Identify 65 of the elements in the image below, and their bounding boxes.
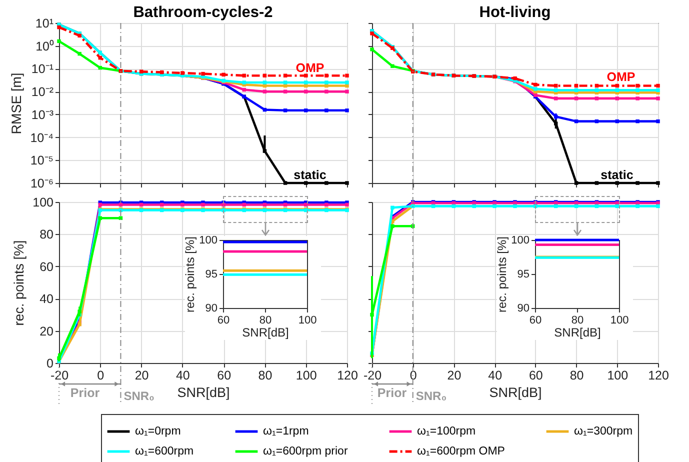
x-tick-label: 20 — [134, 368, 149, 382]
x-axis-title: SNR[dB] — [242, 326, 289, 340]
y-axis-title: rec. points [%] — [183, 236, 198, 313]
y-tick-label: 10⁻⁶ — [30, 176, 54, 190]
x-tick-label: 60 — [528, 368, 543, 382]
x-tick-label: 0 — [410, 368, 417, 382]
y-tick-label: 10⁰ — [36, 39, 54, 54]
y-tick-label: 60 — [40, 260, 54, 274]
x-tick-label: 80 — [259, 314, 272, 326]
x-tick-label: 80 — [258, 368, 272, 382]
y-tick-label: 90 — [517, 302, 530, 314]
y-tick-label: 80 — [40, 228, 54, 242]
x-tick-label: 60 — [529, 314, 542, 326]
legend-label: ω₁=300rpm — [574, 426, 633, 438]
annotation: static — [600, 168, 634, 182]
legend-label: ω₁=600rpm — [135, 446, 194, 458]
x-tick-label: 120 — [648, 368, 669, 382]
y-tick-label: 100 — [511, 234, 530, 246]
x-axis-title: SNR[dB] — [489, 385, 542, 400]
y-tick-label: 95 — [517, 268, 530, 280]
y-tick-label: 100 — [32, 196, 54, 210]
y-tick-label: 10⁻⁵ — [30, 154, 54, 168]
x-tick-label: 40 — [488, 368, 502, 382]
y-tick-label: 10⁻¹ — [31, 62, 54, 76]
annotation: OMP — [606, 70, 636, 84]
ref-line-label: SNR₀ — [124, 389, 154, 403]
y-axis-title: rec. points [%] — [495, 236, 510, 313]
chart-title: Bathroom-cycles-2 — [133, 4, 273, 21]
x-tick-label: 20 — [447, 368, 462, 382]
y-tick-label: 10⁻² — [31, 85, 54, 100]
y-tick-label: 40 — [40, 292, 54, 306]
ref-line-label: SNR₀ — [416, 389, 447, 403]
y-tick-label: 20 — [40, 324, 54, 338]
text: Prior — [70, 386, 100, 400]
legend-label: ω₁=100rpm — [417, 426, 476, 438]
annotation: OMP — [296, 61, 324, 75]
x-tick-label: 100 — [296, 368, 317, 382]
x-tick-label: 100 — [298, 314, 317, 326]
annotation: static — [294, 168, 326, 182]
x-tick-label: 60 — [217, 368, 232, 382]
x-tick-label: 0 — [97, 368, 104, 382]
x-tick-label: 80 — [570, 368, 584, 382]
legend-label: ω₁=0rpm — [135, 426, 181, 438]
y-tick-label: 10⁻⁴ — [30, 130, 54, 145]
y-tick-label: 10¹ — [35, 16, 54, 30]
x-tick-label: 60 — [217, 314, 230, 326]
x-tick-label: 40 — [176, 368, 190, 382]
x-axis-title: SNR[dB] — [554, 326, 601, 340]
x-tick-label: 80 — [571, 314, 584, 326]
x-tick-label: 100 — [610, 314, 629, 326]
y-tick-label: 95 — [205, 268, 218, 280]
legend-label: ω₁=600rpm OMP — [417, 446, 506, 458]
legend-label: ω₁=600rpm prior — [263, 446, 348, 458]
y-tick-label: 90 — [205, 302, 218, 314]
y-axis-title: rec. points [%] — [12, 240, 27, 326]
chart-title: Hot-living — [479, 4, 551, 21]
text: Prior — [377, 386, 407, 400]
x-tick-label: 100 — [607, 368, 628, 382]
x-axis-title: SNR[dB] — [177, 385, 230, 400]
y-tick-label: 100 — [199, 234, 218, 246]
y-axis-title: RMSE [m] — [9, 72, 24, 134]
legend-label: ω₁=1rpm — [263, 426, 309, 438]
y-tick-label: 0 — [46, 356, 54, 370]
y-tick-label: 10⁻³ — [31, 108, 54, 122]
x-tick-label: 120 — [337, 368, 358, 382]
